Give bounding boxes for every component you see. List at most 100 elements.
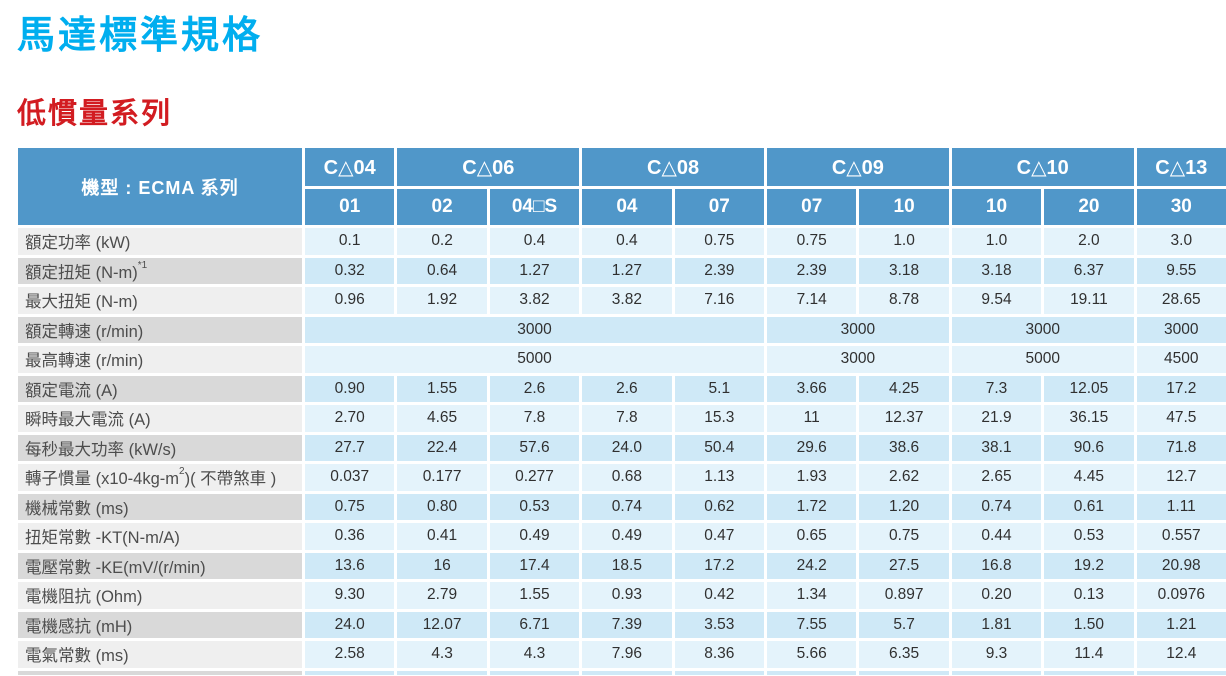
column-group-header: C△13 — [1136, 148, 1226, 186]
column-group-header: C△10 — [951, 148, 1134, 186]
spec-value-cell: 6.35 — [859, 641, 949, 668]
spec-value-cell: 2.6 — [582, 375, 672, 402]
model-header-cell: 機型 : ECMA 系列 — [18, 148, 302, 225]
column-sub-header: 30 — [1136, 189, 1226, 225]
spec-value-cell: 6.37 — [1044, 257, 1134, 284]
spec-value-cell: 8.36 — [674, 641, 764, 668]
spec-table: 機型 : ECMA 系列 C△04 C△06 C△08 C△09 C△10 C△13 01 02… — [18, 148, 1226, 675]
spec-value-cell-clipped — [1136, 670, 1226, 675]
spec-value-cell: 50.4 — [674, 434, 764, 461]
column-sub-header: 04 — [582, 189, 672, 225]
spec-value-cell: 0.20 — [951, 582, 1042, 609]
spec-value-cell: 57.6 — [489, 434, 580, 461]
spec-value-cell: 4.3 — [397, 641, 487, 668]
spec-value-cell-clipped — [674, 670, 764, 675]
spec-value-cell: 0.32 — [305, 257, 395, 284]
spec-value-cell: 38.6 — [859, 434, 949, 461]
column-group-header: C△08 — [582, 148, 764, 186]
spec-value-cell: 28.65 — [1136, 287, 1226, 314]
spec-value-cell: 9.55 — [1136, 257, 1226, 284]
row-label: 電機感抗 (mH) — [18, 611, 302, 638]
spec-value-cell: 4.3 — [489, 641, 580, 668]
column-group-header: C△09 — [767, 148, 949, 186]
spec-value-cell: 0.74 — [951, 493, 1042, 520]
spec-value-cell: 0.41 — [397, 523, 487, 550]
spec-value-cell: 12.05 — [1044, 375, 1134, 402]
spec-value-cell: 0.65 — [767, 523, 857, 550]
row-label: 每秒最大功率 (kW/s) — [18, 434, 302, 461]
spec-value-cell-clipped — [859, 670, 949, 675]
spec-value-cell: 7.8 — [489, 405, 580, 432]
spec-value-cell: 0.557 — [1136, 523, 1226, 550]
spec-value-cell: 12.4 — [1136, 641, 1226, 668]
spec-value-cell: 1.34 — [767, 582, 857, 609]
spec-value-cell: 0.277 — [489, 464, 580, 491]
spec-value-cell: 0.75 — [767, 228, 857, 255]
spec-value-cell: 9.30 — [305, 582, 395, 609]
spec-value-cell: 1.13 — [674, 464, 764, 491]
spec-value-cell: 7.55 — [767, 611, 857, 638]
spec-value-cell: 1.93 — [767, 464, 857, 491]
spec-value-cell: 2.65 — [951, 464, 1042, 491]
spec-value-cell: 8.78 — [859, 287, 949, 314]
spec-value-cell: 1.50 — [1044, 611, 1134, 638]
spec-value-cell: 71.8 — [1136, 434, 1226, 461]
row-label: 電氣常數 (ms) — [18, 641, 302, 668]
row-label: 轉子慣量 (x10-4kg-m 2)( 不帶煞車 ) — [18, 464, 302, 491]
spec-value-cell: 0.53 — [1044, 523, 1134, 550]
spec-value-cell: 17.2 — [1136, 375, 1226, 402]
spec-value-cell: 19.2 — [1044, 552, 1134, 579]
spec-value-cell: 3000 — [767, 346, 949, 373]
spec-value-cell: 36.15 — [1044, 405, 1134, 432]
spec-value-cell: 1.92 — [397, 287, 487, 314]
spec-value-cell: 0.2 — [397, 228, 487, 255]
column-sub-header: 07 — [767, 189, 857, 225]
spec-value-cell: 29.6 — [767, 434, 857, 461]
spec-value-cell: 0.53 — [489, 493, 580, 520]
spec-value-cell: 47.5 — [1136, 405, 1226, 432]
spec-value-cell: 0.13 — [1044, 582, 1134, 609]
spec-value-cell: 16.8 — [951, 552, 1042, 579]
spec-value-cell: 1.27 — [582, 257, 672, 284]
spec-value-cell: 0.177 — [397, 464, 487, 491]
spec-value-cell: 12.07 — [397, 611, 487, 638]
column-sub-header: 07 — [674, 189, 764, 225]
spec-value-cell: 3.53 — [674, 611, 764, 638]
spec-value-cell: 0.42 — [674, 582, 764, 609]
row-label: 額定電流 (A) — [18, 375, 302, 402]
spec-value-cell: 2.39 — [767, 257, 857, 284]
spec-value-cell: 7.14 — [767, 287, 857, 314]
column-sub-header: 20 — [1044, 189, 1134, 225]
column-sub-header: 01 — [305, 189, 395, 225]
spec-value-cell: 27.5 — [859, 552, 949, 579]
spec-value-cell: 3.82 — [489, 287, 580, 314]
spec-value-cell: 2.0 — [1044, 228, 1134, 255]
spec-value-cell: 5.1 — [674, 375, 764, 402]
spec-value-cell-clipped — [489, 670, 580, 675]
spec-value-cell: 3.18 — [951, 257, 1042, 284]
spec-value-cell: 0.4 — [489, 228, 580, 255]
spec-value-cell: 1.72 — [767, 493, 857, 520]
spec-value-cell: 2.62 — [859, 464, 949, 491]
spec-value-cell: 1.55 — [397, 375, 487, 402]
spec-value-cell: 7.16 — [674, 287, 764, 314]
spec-value-cell: 24.0 — [582, 434, 672, 461]
spec-value-cell: 1.81 — [951, 611, 1042, 638]
spec-value-cell: 0.80 — [397, 493, 487, 520]
spec-value-cell: 0.75 — [674, 228, 764, 255]
spec-value-cell: 0.75 — [859, 523, 949, 550]
spec-value-cell: 5.7 — [859, 611, 949, 638]
spec-value-cell: 3.0 — [1136, 228, 1226, 255]
spec-value-cell: 4500 — [1136, 346, 1226, 373]
spec-value-cell: 0.62 — [674, 493, 764, 520]
spec-value-cell: 2.70 — [305, 405, 395, 432]
column-sub-header: 04□S — [489, 189, 580, 225]
spec-value-cell: 11.4 — [1044, 641, 1134, 668]
spec-value-cell: 11 — [767, 405, 857, 432]
spec-value-cell: 0.897 — [859, 582, 949, 609]
spec-value-cell: 9.54 — [951, 287, 1042, 314]
spec-value-cell: 2.6 — [489, 375, 580, 402]
row-label: 最大扭矩 (N-m) — [18, 287, 302, 314]
spec-value-cell: 3.18 — [859, 257, 949, 284]
